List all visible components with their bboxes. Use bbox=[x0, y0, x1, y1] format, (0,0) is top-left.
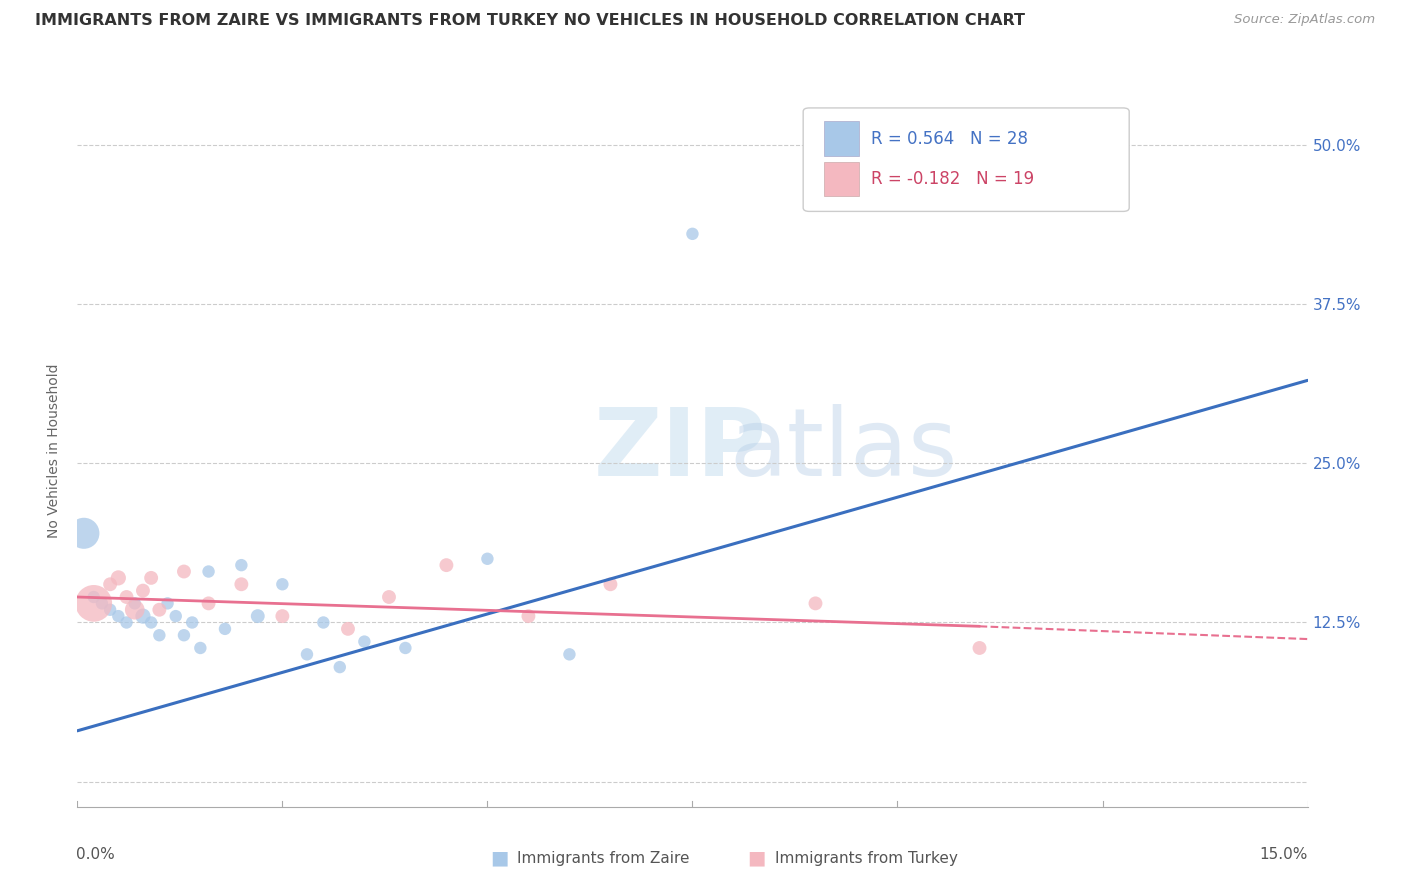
Point bbox=[337, 622, 360, 636]
Point bbox=[969, 640, 991, 655]
Text: R = 0.564   N = 28: R = 0.564 N = 28 bbox=[870, 129, 1028, 147]
Text: ■: ■ bbox=[489, 848, 509, 868]
Point bbox=[329, 660, 352, 674]
Point bbox=[107, 571, 129, 585]
Text: R = -0.182   N = 19: R = -0.182 N = 19 bbox=[870, 170, 1033, 188]
Point bbox=[73, 526, 96, 541]
Point bbox=[83, 590, 105, 604]
Point bbox=[378, 590, 401, 604]
Point bbox=[231, 558, 253, 573]
Point bbox=[599, 577, 621, 591]
Point bbox=[148, 603, 170, 617]
FancyBboxPatch shape bbox=[824, 162, 859, 196]
Point bbox=[271, 577, 294, 591]
FancyBboxPatch shape bbox=[824, 121, 859, 156]
Point bbox=[214, 622, 236, 636]
Point bbox=[132, 583, 155, 598]
Point bbox=[558, 648, 581, 662]
Point bbox=[90, 596, 114, 610]
Point bbox=[124, 596, 146, 610]
Point bbox=[271, 609, 294, 624]
Text: 0.0%: 0.0% bbox=[76, 847, 115, 862]
Text: atlas: atlas bbox=[730, 404, 957, 497]
Text: IMMIGRANTS FROM ZAIRE VS IMMIGRANTS FROM TURKEY NO VEHICLES IN HOUSEHOLD CORRELA: IMMIGRANTS FROM ZAIRE VS IMMIGRANTS FROM… bbox=[35, 13, 1025, 29]
Point bbox=[188, 640, 212, 655]
Point bbox=[115, 615, 138, 630]
Point bbox=[141, 615, 163, 630]
Point bbox=[124, 603, 146, 617]
Point bbox=[173, 628, 195, 642]
Point bbox=[246, 609, 269, 624]
Text: Source: ZipAtlas.com: Source: ZipAtlas.com bbox=[1234, 13, 1375, 27]
Point bbox=[165, 609, 187, 624]
Point bbox=[181, 615, 204, 630]
Point bbox=[98, 603, 121, 617]
Point bbox=[312, 615, 335, 630]
Point bbox=[107, 609, 129, 624]
Point bbox=[197, 565, 219, 579]
Point bbox=[83, 596, 105, 610]
Point bbox=[477, 551, 499, 566]
Text: ZIP: ZIP bbox=[595, 404, 766, 497]
Point bbox=[682, 227, 704, 241]
Point bbox=[197, 596, 219, 610]
Point bbox=[115, 590, 138, 604]
Point bbox=[141, 571, 163, 585]
Point bbox=[394, 640, 416, 655]
Text: 15.0%: 15.0% bbox=[1260, 847, 1308, 862]
Point bbox=[132, 609, 155, 624]
Point bbox=[148, 628, 170, 642]
Point bbox=[173, 565, 195, 579]
Text: ■: ■ bbox=[747, 848, 766, 868]
Text: Immigrants from Turkey: Immigrants from Turkey bbox=[775, 851, 957, 865]
Text: Immigrants from Zaire: Immigrants from Zaire bbox=[517, 851, 690, 865]
Y-axis label: No Vehicles in Household: No Vehicles in Household bbox=[48, 363, 62, 538]
Point bbox=[353, 634, 375, 648]
Point bbox=[98, 577, 121, 591]
FancyBboxPatch shape bbox=[803, 108, 1129, 211]
Point bbox=[156, 596, 179, 610]
Point bbox=[231, 577, 253, 591]
Point bbox=[295, 648, 318, 662]
Point bbox=[804, 596, 827, 610]
Point bbox=[436, 558, 458, 573]
Point bbox=[517, 609, 540, 624]
